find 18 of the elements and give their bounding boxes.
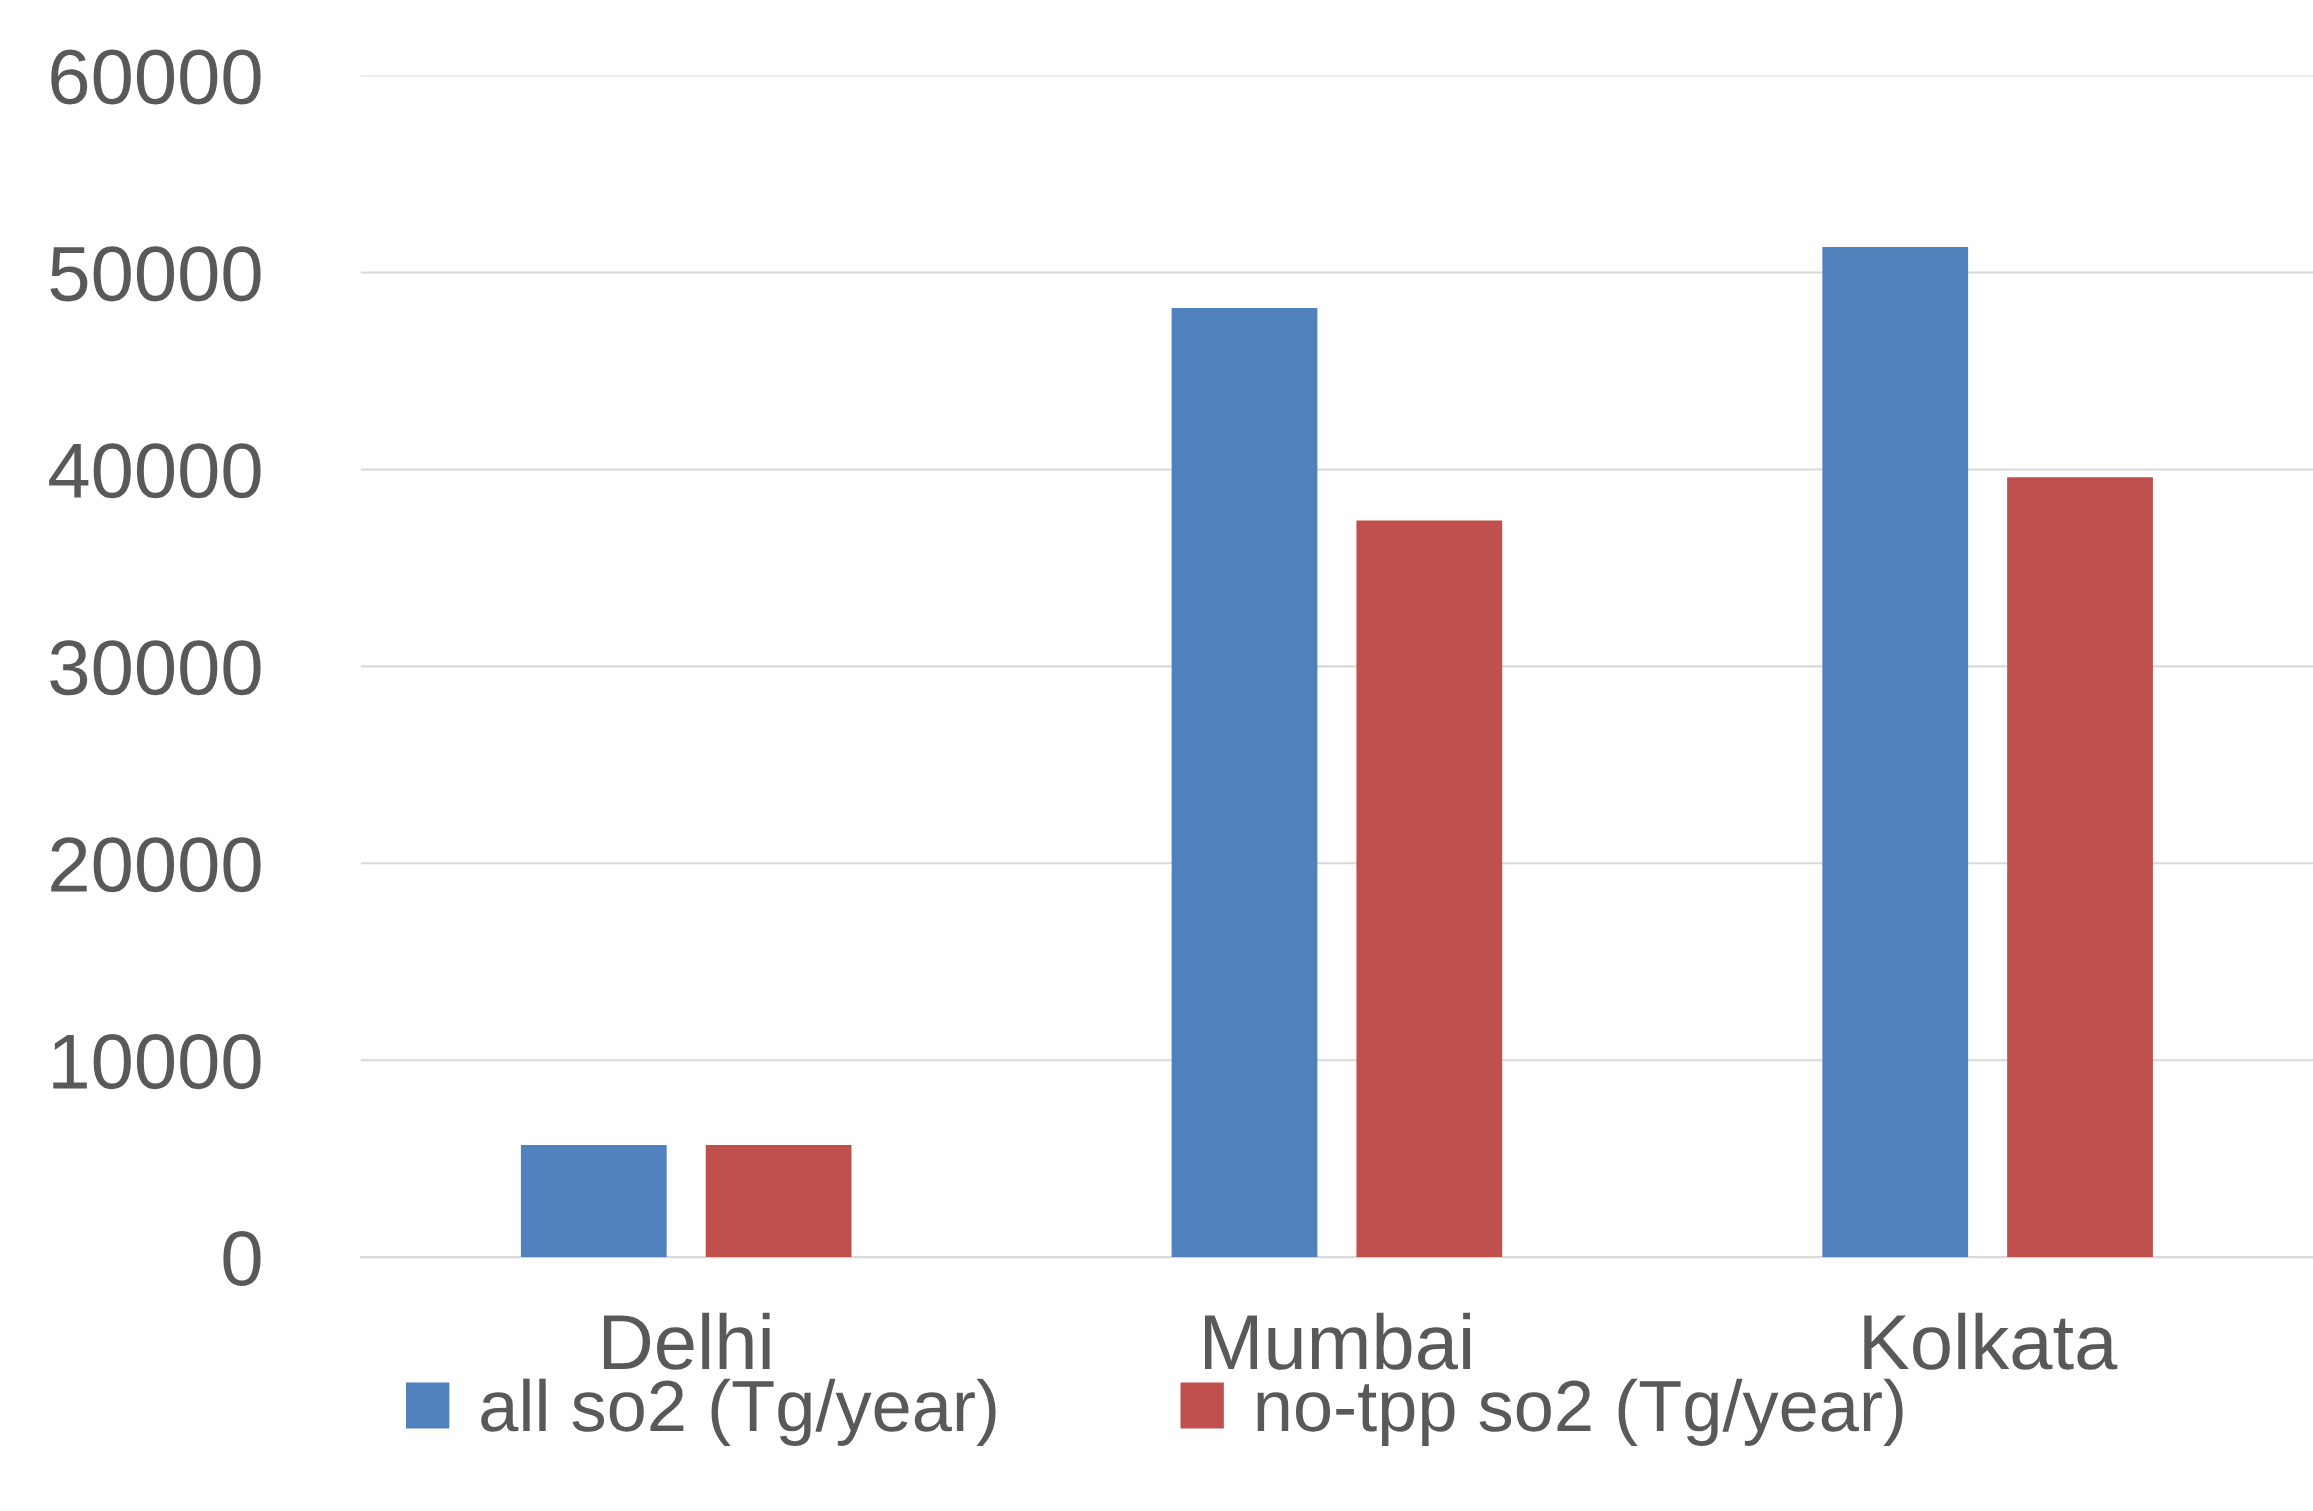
x-tick-label: Mumbai	[1204, 1312, 1470, 1370]
bar	[2007, 477, 2153, 1258]
bar	[705, 1144, 852, 1258]
y-tick-label: 40000	[49, 443, 261, 499]
bar	[1171, 307, 1318, 1258]
bar	[1822, 246, 1969, 1258]
bar	[1356, 520, 1503, 1258]
legend-label: all so2 (Tg/year)	[481, 1378, 996, 1446]
y-tick-label: 50000	[50, 246, 261, 302]
y-tick-label: 20000	[51, 837, 261, 893]
y-tick-label: 10000	[53, 1034, 261, 1090]
y-tick-label: 30000	[50, 640, 261, 696]
x-tick-label: Delhi	[603, 1312, 770, 1370]
y-tick-label: 60000	[51, 49, 261, 105]
bar	[520, 1144, 667, 1258]
x-tick-label: Kolkata	[1864, 1312, 2118, 1370]
legend-label: no-tpp so2 (Tg/year)	[1257, 1378, 1903, 1446]
y-tick-label: 0	[223, 1231, 261, 1287]
